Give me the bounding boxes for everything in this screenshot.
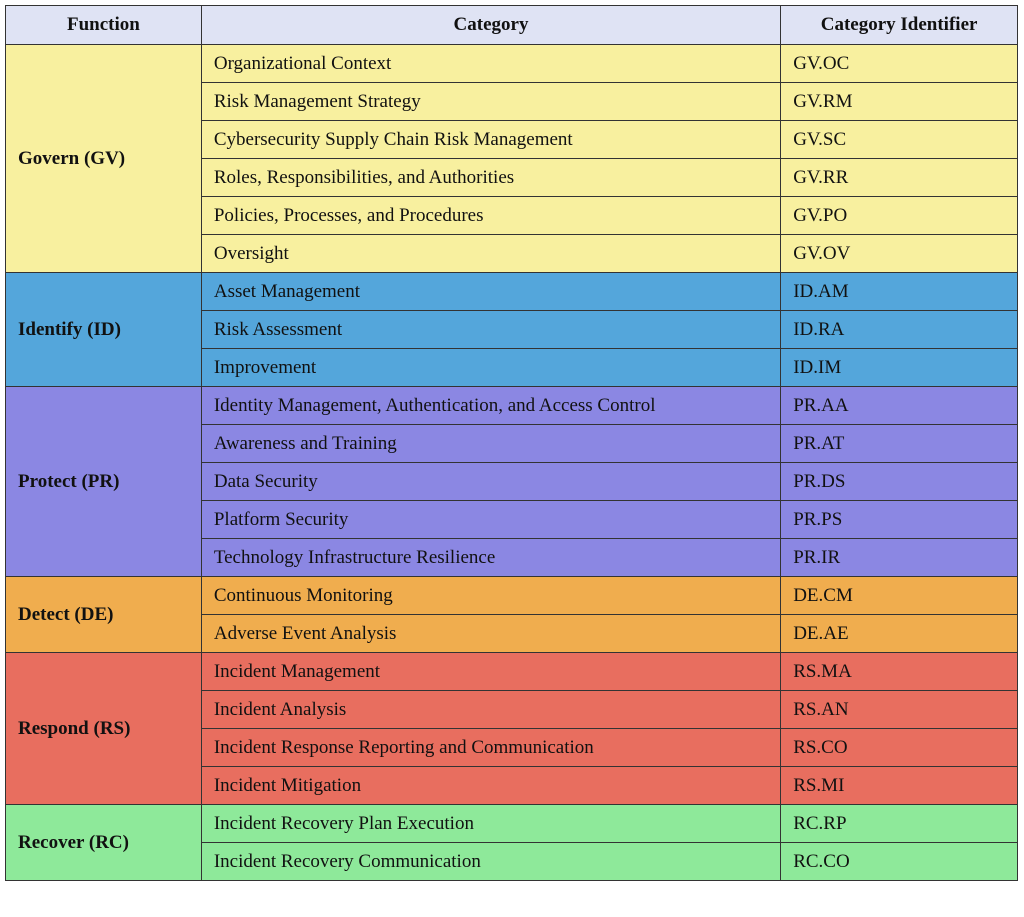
category-identifier: DE.CM — [780, 576, 1018, 615]
category-name: Improvement — [200, 348, 782, 387]
category-name: Roles, Responsibilities, and Authorities — [200, 158, 782, 197]
category-identifier: GV.RM — [780, 82, 1018, 121]
table-row: Risk Assessment ID.RA — [5, 310, 1018, 349]
function-name: Respond (RS) — [5, 652, 202, 805]
category-name: Continuous Monitoring — [200, 576, 782, 615]
category-identifier: ID.RA — [780, 310, 1018, 349]
category-identifier: GV.RR — [780, 158, 1018, 197]
function-name: Identify (ID) — [5, 272, 202, 387]
category-name: Risk Assessment — [200, 310, 782, 349]
table-row: Identify (ID) Asset Management ID.AM — [5, 272, 1018, 387]
category-identifier: GV.OV — [780, 234, 1018, 273]
function-name: Govern (GV) — [5, 44, 202, 273]
category-identifier: RS.MI — [780, 766, 1018, 805]
csf-functions-table: Function Category Category Identifier Go… — [5, 5, 1018, 881]
category-identifier: PR.PS — [780, 500, 1018, 539]
table-header: Function Category Category Identifier — [5, 5, 1018, 45]
category-identifier: PR.DS — [780, 462, 1018, 501]
category-name: Incident Recovery Plan Execution — [200, 804, 782, 843]
category-identifier: PR.AT — [780, 424, 1018, 463]
table-row: Protect (PR) Identity Management, Authent… — [5, 386, 1018, 577]
category-identifier: GV.PO — [780, 196, 1018, 235]
category-name: Incident Recovery Communication — [200, 842, 782, 881]
function-name: Protect (PR) — [5, 386, 202, 577]
category-name: Platform Security — [200, 500, 782, 539]
header-category-identifier: Category Identifier — [780, 5, 1018, 45]
table-row: Govern (GV) Organizational Context GV.OC — [5, 44, 1018, 273]
category-name: Cybersecurity Supply Chain Risk Manageme… — [200, 120, 782, 159]
table-row: Detect (DE) Continuous Monitoring DE.CM — [5, 576, 1018, 653]
table-row: Platform Security PR.PS — [5, 500, 1018, 539]
header-function: Function — [5, 5, 202, 45]
category-identifier: PR.AA — [780, 386, 1018, 425]
category-identifier: GV.OC — [780, 44, 1018, 83]
category-identifier: RC.RP — [780, 804, 1018, 843]
category-identifier: RS.CO — [780, 728, 1018, 767]
category-name: Asset Management — [200, 272, 782, 311]
category-name: Adverse Event Analysis — [200, 614, 782, 653]
category-name: Incident Response Reporting and Communic… — [200, 728, 782, 767]
category-name: Organizational Context — [200, 44, 782, 83]
table-row: Respond (RS) Incident Management RS.MA — [5, 652, 1018, 805]
table-row: Incident Mitigation RS.MI — [5, 766, 1018, 805]
category-name: Incident Mitigation — [200, 766, 782, 805]
function-name: Detect (DE) — [5, 576, 202, 653]
header-category: Category — [200, 5, 782, 45]
header-row: Function Category Category Identifier — [5, 5, 1018, 45]
category-identifier: RC.CO — [780, 842, 1018, 881]
category-identifier: PR.IR — [780, 538, 1018, 577]
category-name: Incident Analysis — [200, 690, 782, 729]
category-name: Technology Infrastructure Resilience — [200, 538, 782, 577]
table-row: Risk Management Strategy GV.RM — [5, 82, 1018, 121]
category-name: Awareness and Training — [200, 424, 782, 463]
table-row: Awareness and Training PR.AT — [5, 424, 1018, 463]
function-name: Recover (RC) — [5, 804, 202, 881]
category-name: Risk Management Strategy — [200, 82, 782, 121]
category-identifier: ID.IM — [780, 348, 1018, 387]
category-identifier: ID.AM — [780, 272, 1018, 311]
table-row: Recover (RC) Incident Recovery Plan Execu… — [5, 804, 1018, 881]
category-identifier: DE.AE — [780, 614, 1018, 653]
category-name: Oversight — [200, 234, 782, 273]
category-name: Identity Management, Authentication, and… — [200, 386, 782, 425]
category-name: Data Security — [200, 462, 782, 501]
category-name: Incident Management — [200, 652, 782, 691]
category-name: Policies, Processes, and Procedures — [200, 196, 782, 235]
table-body: Govern (GV) Organizational Context GV.OC Ri… — [5, 44, 1018, 881]
category-identifier: RS.AN — [780, 690, 1018, 729]
category-identifier: GV.SC — [780, 120, 1018, 159]
category-identifier: RS.MA — [780, 652, 1018, 691]
table-row: Cybersecurity Supply Chain Risk Manageme… — [5, 120, 1018, 159]
